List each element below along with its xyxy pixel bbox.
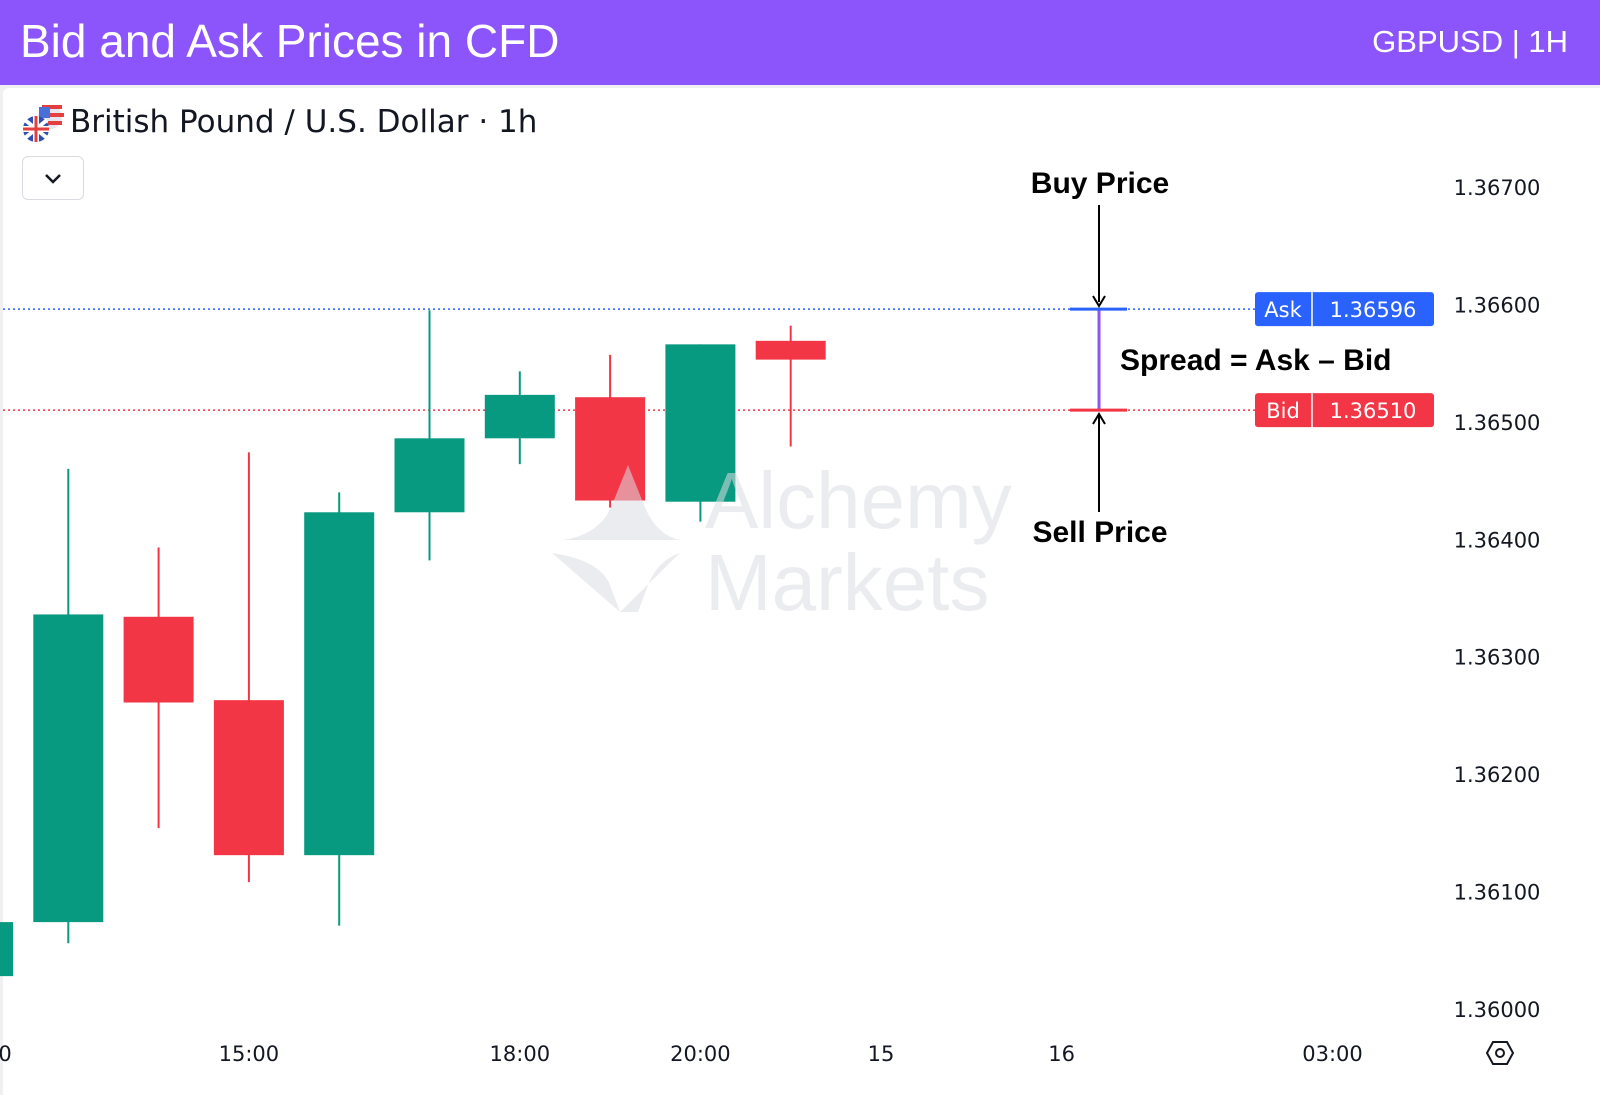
- candle-body: [394, 438, 465, 513]
- sell-price-label: Sell Price: [1032, 516, 1167, 549]
- candle-body: [484, 394, 555, 439]
- candle-body: [213, 700, 284, 856]
- watermark-logo: Alchemy Markets: [552, 456, 1012, 627]
- bid-label: Bid: [1266, 399, 1300, 423]
- x-tick-label: 0: [0, 1042, 12, 1066]
- x-tick-label: 18:00: [490, 1042, 551, 1066]
- y-tick-label: 1.36700: [1454, 176, 1541, 200]
- y-tick-label: 1.36100: [1454, 881, 1541, 905]
- ask-price-badge: Ask 1.36596: [1255, 292, 1434, 327]
- x-tick-label: 15:00: [219, 1042, 280, 1066]
- header-bar: Bid and Ask Prices in CFD GBPUSD | 1H: [0, 0, 1600, 85]
- symbol-dropdown-button[interactable]: [22, 156, 84, 200]
- y-tick-label: 1.36300: [1454, 646, 1541, 670]
- buy-price-label: Buy Price: [1031, 167, 1169, 200]
- gbp-usd-flags-icon: [23, 105, 64, 142]
- candle: [575, 354, 646, 508]
- sell-arrowhead-icon: [1092, 412, 1106, 425]
- chart-panel: [3, 88, 1600, 1095]
- candle-body: [33, 614, 104, 923]
- candle-body: [0, 922, 13, 977]
- ask-value: 1.36596: [1330, 298, 1417, 322]
- candle: [394, 310, 465, 561]
- candle: [484, 371, 555, 465]
- y-tick-label: 1.36400: [1454, 528, 1541, 552]
- candle: [0, 922, 13, 977]
- x-tick-label: 20:00: [670, 1042, 731, 1066]
- y-tick-label: 1.36000: [1454, 998, 1541, 1022]
- bid-value: 1.36510: [1330, 399, 1417, 423]
- x-tick-label: 15: [868, 1042, 895, 1066]
- y-tick-label: 1.36200: [1454, 763, 1541, 787]
- svg-text:Markets: Markets: [705, 538, 990, 627]
- page-title: Bid and Ask Prices in CFD: [20, 15, 560, 67]
- chevron-down-icon: [45, 174, 61, 184]
- spread-label: Spread = Ask – Bid: [1120, 344, 1392, 377]
- candle-body: [304, 512, 375, 856]
- candle-body: [755, 340, 826, 360]
- candle: [304, 492, 375, 926]
- candle: [665, 344, 736, 522]
- candle: [123, 547, 194, 829]
- ask-label: Ask: [1264, 298, 1302, 322]
- candle-body: [665, 344, 736, 502]
- candle: [33, 468, 104, 944]
- settings-hexagon-icon[interactable]: [1485, 1041, 1515, 1065]
- symbol-timeframe: GBPUSD | 1H: [1372, 24, 1568, 59]
- buy-arrowhead-icon: [1092, 295, 1106, 308]
- x-tick-label: 03:00: [1302, 1042, 1363, 1066]
- candle-body: [123, 616, 194, 703]
- candle: [755, 325, 826, 447]
- bid-price-badge: Bid 1.36510: [1255, 393, 1434, 428]
- x-tick-label: 16: [1048, 1042, 1075, 1066]
- candle: [213, 452, 284, 883]
- svg-text:Alchemy: Alchemy: [705, 456, 1012, 545]
- y-tick-label: 1.36600: [1454, 293, 1541, 317]
- symbol-title: British Pound / U.S. Dollar · 1h: [70, 104, 538, 140]
- y-tick-label: 1.36500: [1454, 411, 1541, 435]
